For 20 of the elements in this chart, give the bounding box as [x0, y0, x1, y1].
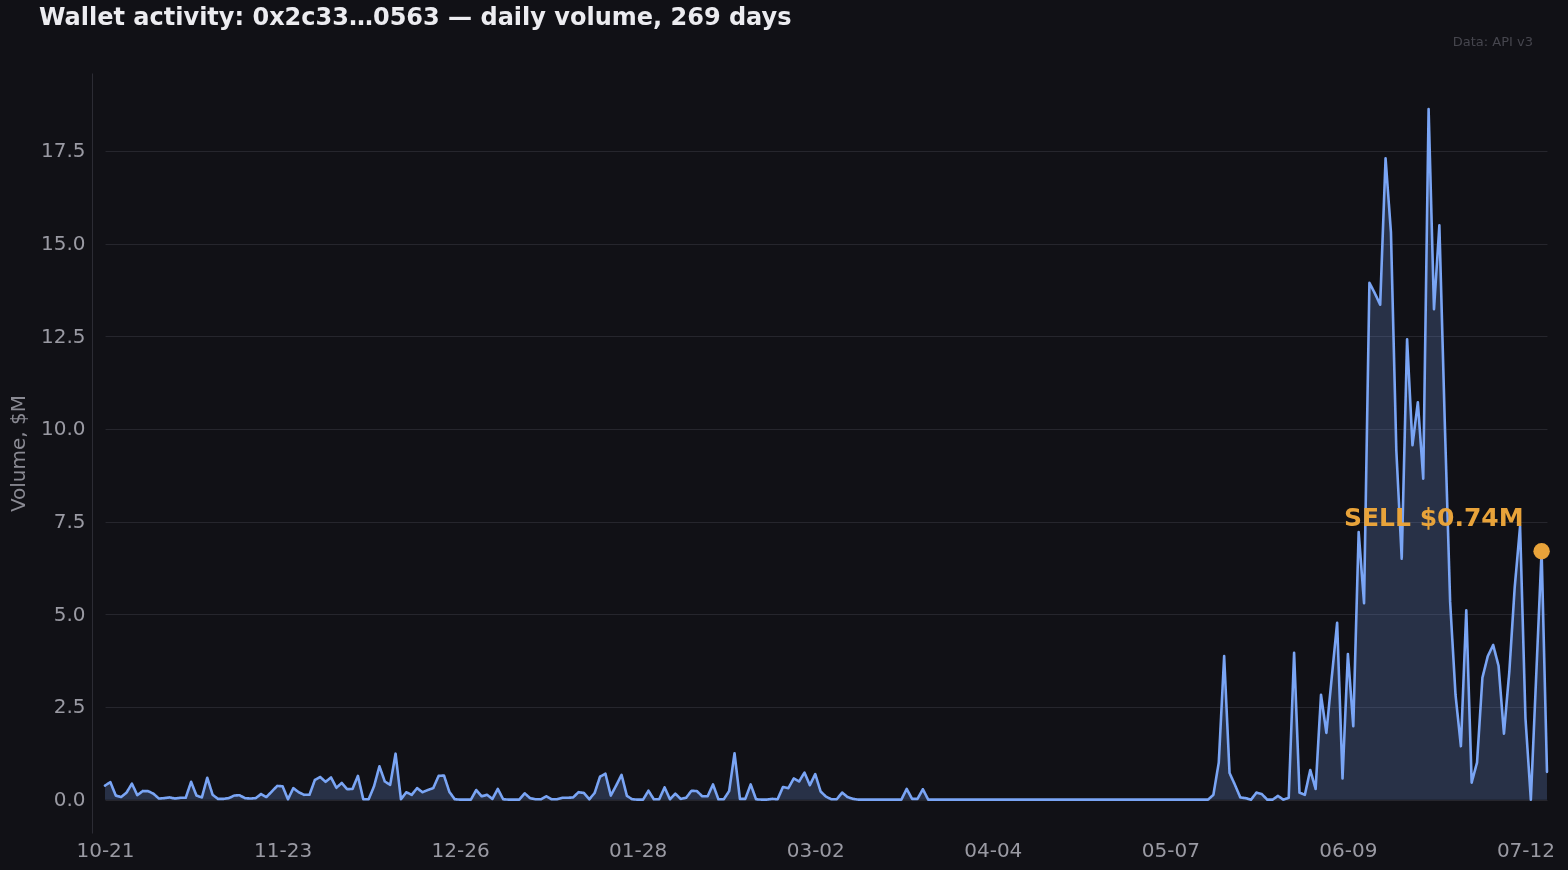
text: Data: API v3: [1452, 34, 1533, 49]
x-tick-label: 12-26: [431, 837, 490, 862]
x-tick-label: 04-04: [964, 837, 1023, 862]
x-tick-label: 07-12: [1496, 837, 1556, 862]
y-tick-label: 17.5: [40, 138, 86, 163]
y-tick-label: 15.0: [40, 231, 86, 256]
x-tick-label: 11-23: [254, 837, 313, 862]
chart-title: Wallet activity: 0x2c33…0563 — daily volume, 269 days: [39, 3, 792, 31]
x-tick-label: 10-21: [76, 837, 135, 862]
x-tick-label: 03-02: [786, 837, 845, 862]
x-tick-label: 01-28: [609, 837, 668, 862]
y-tick-label: 12.5: [40, 323, 86, 348]
y-tick-label: 2.5: [53, 694, 86, 719]
x-tick-label: 06-09: [1319, 837, 1378, 862]
y-tick-label: 10.0: [40, 416, 86, 441]
y-axis-title: Volume, $M: [5, 394, 30, 513]
y-tick-label: 5.0: [53, 601, 86, 626]
y-tick-label: 7.5: [53, 509, 86, 534]
x-tick-label: 05-07: [1141, 837, 1200, 862]
y-tick-label: 0.0: [53, 787, 86, 812]
